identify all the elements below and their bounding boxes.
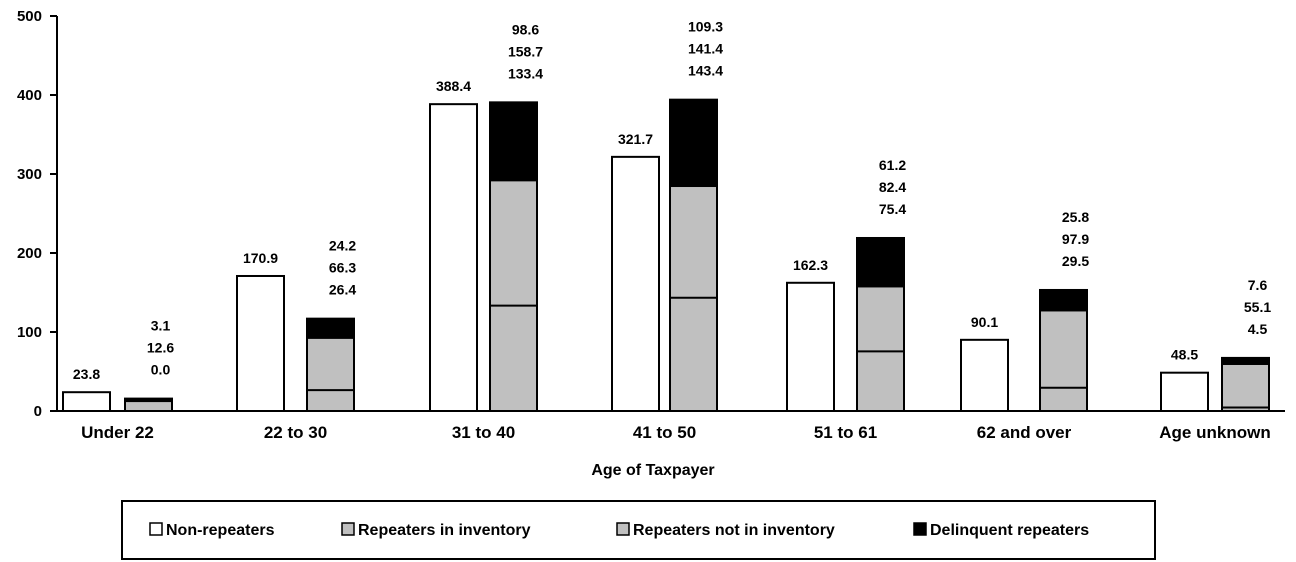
bar-repeaters-grey <box>856 285 905 413</box>
y-tick-label: 0 <box>34 403 42 420</box>
data-labels: 23.8 3.1 12.6 0.0 170.9 24.2 66.3 26.4 388.4 98.6… <box>73 19 1271 383</box>
data-label-not-in-inventory: 82.4 <box>879 179 906 195</box>
category-label: 62 and over <box>977 423 1072 442</box>
x-axis-title: Age of Taxpayer <box>591 462 714 479</box>
data-label-non-repeaters: 170.9 <box>243 250 278 266</box>
bar-non-repeaters <box>611 155 660 412</box>
category-label: 41 to 50 <box>633 423 696 442</box>
data-label-non-repeaters: 90.1 <box>971 314 998 330</box>
category-label: Age unknown <box>1159 423 1270 442</box>
data-label-in-inventory: 143.4 <box>688 63 723 79</box>
legend-swatch <box>913 522 927 536</box>
category-label: 51 to 61 <box>814 423 877 442</box>
category-label: 31 to 40 <box>452 423 515 442</box>
legend-swatch <box>341 522 355 536</box>
data-label-non-repeaters: 162.3 <box>793 257 828 273</box>
data-label-in-inventory: 133.4 <box>508 65 543 81</box>
bar-delinquent-repeaters <box>1039 288 1088 312</box>
legend-label: Non-repeaters <box>166 522 275 539</box>
data-label-in-inventory: 75.4 <box>879 201 906 217</box>
legend-label: Delinquent repeaters <box>930 522 1089 539</box>
bar-delinquent-repeaters <box>1221 356 1270 365</box>
bar-non-repeaters <box>1160 371 1209 412</box>
data-label-not-in-inventory: 97.9 <box>1062 231 1089 247</box>
bar-repeaters-grey <box>1221 362 1270 412</box>
data-label-in-inventory: 4.5 <box>1248 321 1268 337</box>
y-tick-label: 100 <box>17 324 42 341</box>
bar-non-repeaters <box>960 338 1009 413</box>
bar-delinquent-repeaters <box>124 397 173 403</box>
y-tick-label: 500 <box>17 8 42 25</box>
data-label-in-inventory: 0.0 <box>151 362 171 378</box>
data-label-delinquent: 24.2 <box>329 238 356 254</box>
data-label-non-repeaters: 321.7 <box>618 131 653 147</box>
bar-repeaters-grey <box>489 179 538 412</box>
category-label: 22 to 30 <box>264 423 327 442</box>
data-label-delinquent: 25.8 <box>1062 209 1089 225</box>
data-label-delinquent: 109.3 <box>688 19 723 35</box>
data-label-delinquent: 98.6 <box>512 21 539 37</box>
legend-label: Repeaters not in inventory <box>633 522 835 539</box>
y-tick-label: 300 <box>17 166 42 183</box>
bar-repeaters-grey <box>306 336 355 412</box>
bar-delinquent-repeaters <box>489 101 538 182</box>
data-label-delinquent: 3.1 <box>151 318 171 334</box>
data-label-delinquent: 7.6 <box>1248 277 1268 293</box>
y-tick-label: 400 <box>17 87 42 104</box>
bar-repeaters-grey <box>1039 309 1088 413</box>
bar-non-repeaters <box>429 103 478 412</box>
legend-label: Repeaters in inventory <box>358 522 531 539</box>
bar-non-repeaters <box>786 281 835 412</box>
category-labels: Under 22 22 to 30 31 to 40 41 to 50 51 to 61… <box>81 423 1271 442</box>
data-label-non-repeaters: 48.5 <box>1171 347 1198 363</box>
bars <box>62 98 1270 413</box>
bar-repeaters-grey <box>124 400 173 412</box>
y-tick-label: 200 <box>17 245 42 262</box>
data-label-not-in-inventory: 66.3 <box>329 260 356 276</box>
bar-delinquent-repeaters <box>669 98 718 188</box>
bar-non-repeaters <box>62 391 111 412</box>
data-label-in-inventory: 29.5 <box>1062 253 1089 269</box>
bar-delinquent-repeaters <box>856 236 905 288</box>
legend-swatch <box>149 522 163 536</box>
data-label-non-repeaters: 23.8 <box>73 366 100 382</box>
data-label-not-in-inventory: 55.1 <box>1244 299 1271 315</box>
data-label-non-repeaters: 388.4 <box>436 78 471 94</box>
bar-delinquent-repeaters <box>306 317 355 339</box>
data-label-in-inventory: 26.4 <box>329 282 356 298</box>
bar-non-repeaters <box>236 274 285 413</box>
data-label-not-in-inventory: 12.6 <box>147 340 174 356</box>
category-label: Under 22 <box>81 423 154 442</box>
data-label-delinquent: 61.2 <box>879 157 906 173</box>
data-label-not-in-inventory: 158.7 <box>508 43 543 59</box>
data-label-not-in-inventory: 141.4 <box>688 41 723 57</box>
y-ticks: 0 100 200 300 400 500 <box>17 8 57 420</box>
legend: Non-repeaters Repeaters in inventory Repea… <box>121 500 1156 560</box>
legend-swatch <box>616 522 630 536</box>
legend-box <box>121 500 1156 560</box>
